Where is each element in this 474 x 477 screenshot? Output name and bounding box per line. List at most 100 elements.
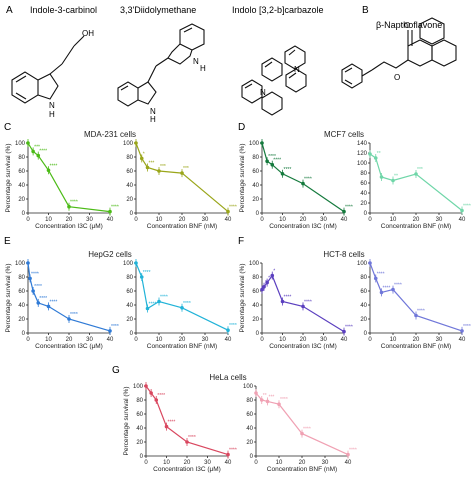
significance-label: **** xyxy=(304,299,312,305)
x-axis-label: Concentration I3C (nM) xyxy=(269,343,337,350)
y-axis-label: Percentage survival (%) xyxy=(5,144,12,213)
y-tick-label: 20 xyxy=(360,317,367,323)
chart-6: 0 20 40 60 80 100 0 10 20 30 40 Concentration BNF (… xyxy=(123,259,237,350)
data-point xyxy=(46,168,51,173)
significance-label: **** xyxy=(149,302,157,308)
x-tick-label: 40 xyxy=(341,217,348,223)
significance-label: **** xyxy=(463,324,471,330)
data-point xyxy=(265,159,269,163)
x-tick-label: 10 xyxy=(156,217,163,223)
y-tick-label: 60 xyxy=(126,169,133,175)
atom-n-dim-1: N xyxy=(193,57,199,66)
significance-label: **** xyxy=(383,285,391,291)
data-point xyxy=(180,171,184,175)
y-axis-label: Percentage survival (%) xyxy=(239,144,246,213)
data-point xyxy=(391,178,395,183)
y-tick-label: 100 xyxy=(15,141,26,147)
x-tick-label: 20 xyxy=(300,337,307,343)
y-tick-label: 100 xyxy=(123,261,134,267)
data-point xyxy=(368,261,372,265)
x-axis-label: Concentration BNF (nM) xyxy=(381,223,451,230)
x-tick-label: 40 xyxy=(345,460,352,466)
data-point xyxy=(259,398,264,402)
significance-label: **** xyxy=(111,324,119,330)
y-tick-label: 60 xyxy=(18,289,25,295)
significance-label: **** xyxy=(70,312,78,318)
data-point xyxy=(108,329,112,333)
data-point xyxy=(139,275,144,279)
significance-label: **** xyxy=(394,283,402,289)
x-tick-label: 10 xyxy=(390,217,397,223)
significance-label: *** xyxy=(160,164,166,170)
panel-letter-c: C xyxy=(4,122,11,133)
data-point xyxy=(460,208,464,213)
significance-label: ** xyxy=(394,174,398,180)
x-tick-label: 0 xyxy=(260,337,264,343)
x-axis-label: Concentration BNF (nM) xyxy=(147,223,217,230)
y-tick-label: 100 xyxy=(357,161,368,167)
x-tick-label: 20 xyxy=(413,337,420,343)
atom-h-i3c: H xyxy=(49,110,55,119)
x-tick-label: 30 xyxy=(322,460,329,466)
y-tick-label: 120 xyxy=(357,151,368,157)
y-tick-label: 60 xyxy=(246,412,253,418)
x-tick-label: 40 xyxy=(459,337,466,343)
y-tick-label: 100 xyxy=(15,261,26,267)
series-line xyxy=(369,153,463,211)
data-point xyxy=(145,306,150,311)
data-point xyxy=(226,328,230,333)
panel-letter-a: A xyxy=(6,5,13,16)
significance-label: **** xyxy=(143,270,151,276)
data-point xyxy=(134,261,138,265)
y-tick-label: 100 xyxy=(357,261,368,267)
x-tick-label: 40 xyxy=(459,217,466,223)
data-point xyxy=(391,287,395,292)
y-tick-label: 20 xyxy=(252,197,259,203)
data-point xyxy=(157,299,161,304)
y-tick-label: 80 xyxy=(18,275,25,281)
series-line xyxy=(135,262,229,331)
x-tick-label: 0 xyxy=(254,460,258,466)
data-point xyxy=(26,141,30,145)
y-tick-label: 20 xyxy=(360,201,367,207)
chart-title: HepG2 cells xyxy=(88,250,132,259)
atom-n-ici-1: N xyxy=(294,65,300,74)
chart-7: 0 20 40 60 80 100 0 10 20 30 40 HCT-8 cells Concentr… xyxy=(239,250,365,350)
x-tick-label: 10 xyxy=(45,217,52,223)
x-tick-label: 10 xyxy=(163,460,170,466)
x-tick-label: 0 xyxy=(134,337,138,343)
series-line xyxy=(369,262,463,332)
significance-label: *** xyxy=(149,161,155,167)
atom-n-i3c: N xyxy=(49,101,55,110)
x-tick-label: 40 xyxy=(107,337,114,343)
atom-h-dim-2: H xyxy=(150,115,156,124)
x-tick-label: 30 xyxy=(320,337,327,343)
panel-letter-b: B xyxy=(362,5,369,16)
y-tick-label: 0 xyxy=(140,454,144,460)
data-point xyxy=(149,391,153,395)
y-tick-label: 40 xyxy=(18,303,25,309)
x-tick-label: 20 xyxy=(179,337,186,343)
x-tick-label: 40 xyxy=(225,337,232,343)
data-point xyxy=(301,304,305,309)
chart-4: 0 20 40 60 80 100 120 140 0 10 20 30 40 Concentration… xyxy=(357,141,471,230)
y-tick-label: 80 xyxy=(126,155,133,161)
y-tick-label: 0 xyxy=(130,211,134,217)
significance-label: **** xyxy=(345,325,353,331)
structure-diindolylmethane xyxy=(117,23,205,107)
significance-label: **** xyxy=(417,309,425,315)
significance-label: **** xyxy=(111,205,119,211)
data-point xyxy=(31,289,35,293)
y-tick-label: 0 xyxy=(256,331,260,337)
x-tick-label: 0 xyxy=(134,217,138,223)
panel-letter-d: D xyxy=(238,122,245,133)
data-point xyxy=(265,399,270,404)
x-tick-label: 20 xyxy=(179,217,186,223)
x-tick-label: 30 xyxy=(436,337,443,343)
y-tick-label: 80 xyxy=(136,398,143,404)
significance-label: **** xyxy=(50,163,58,169)
y-tick-label: 140 xyxy=(357,141,368,147)
x-tick-label: 20 xyxy=(184,460,191,466)
significance-label: *** xyxy=(269,394,275,400)
